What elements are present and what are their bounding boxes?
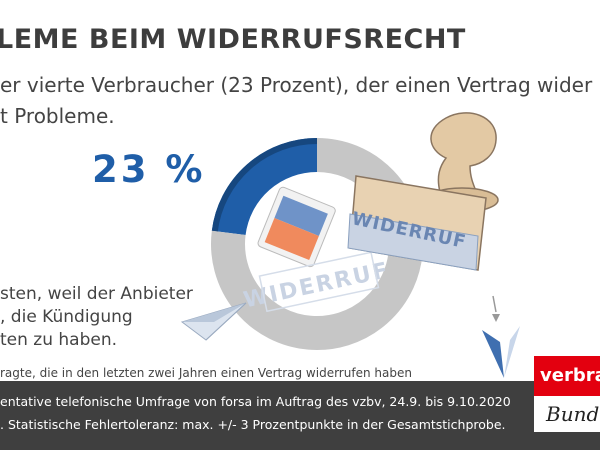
survey-base-text: ragte, die in den letzten zwei Jahren ei… [0, 366, 412, 380]
stamp-imprint-frame [258, 251, 380, 313]
big-percent-label: 23 % [92, 148, 206, 191]
footer-line-1: entative telefonische Umfrage von forsa … [0, 394, 511, 409]
footer-line-2: . Statistische Fehlertoleranz: max. +/- … [0, 417, 506, 432]
eraser-icon [257, 186, 336, 268]
subtitle-line-2: t Probleme. [0, 104, 115, 128]
donut-slice-1-shade [211, 138, 318, 232]
donut-slice-1 [211, 138, 318, 236]
note-line-1: sten, weil der Anbieter [0, 284, 193, 304]
subtitle-line-1: er vierte Verbraucher (23 Prozent), der … [0, 73, 593, 97]
logo-top: verbrau [534, 356, 600, 396]
subtitle: er vierte Verbraucher (23 Prozent), der … [0, 70, 592, 132]
note-line-2: , die Kündigung [0, 307, 133, 327]
donut-chart [211, 138, 423, 350]
explanation-note: sten, weil der Anbieter , die Kündigung … [0, 283, 193, 352]
vzbv-logo: verbrau Bund [534, 356, 600, 450]
logo-bottom: Bund [534, 396, 600, 432]
page-title: LEME BEIM WIDERRUFSRECHT [0, 24, 466, 55]
source-footer: entative telefonische Umfrage von forsa … [0, 381, 600, 450]
paper-plane-icon [180, 302, 247, 341]
note-line-3: ten zu haben. [0, 330, 118, 350]
stamp-icon: WIDERRUF [347, 112, 499, 271]
donut-slice-2 [211, 138, 423, 350]
falling-plane-icon [477, 295, 529, 393]
